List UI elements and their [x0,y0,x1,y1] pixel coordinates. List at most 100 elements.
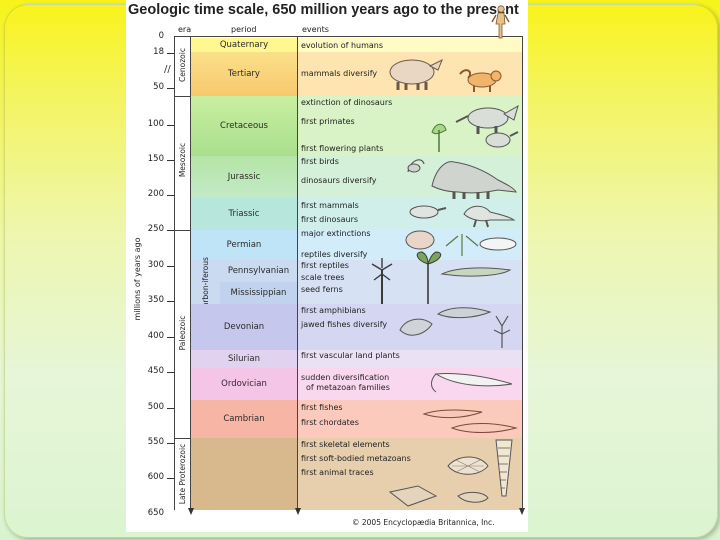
arrow-down-icon [295,508,301,515]
event-item: mammals diversify [301,69,378,78]
arrow-down-icon [188,508,194,515]
early-reptile-icons [409,205,516,228]
cat-mammal-icon [459,69,502,92]
period-jurassic: Jurassic [191,156,297,198]
tick-100: 100 [147,119,164,129]
tickmark [167,53,174,54]
arrow-down-icon [519,508,525,515]
events-band-carboniferous [298,260,522,304]
event-item: major extinctions [301,229,371,238]
period-permian: Permian [191,230,297,260]
carboniferous-band [191,260,220,304]
event-item: first vascular land plants [301,351,400,360]
tickmark [167,478,174,479]
tick-200: 200 [147,189,164,199]
proterozoic-fossil-icons [388,439,513,507]
tickmark [167,443,174,444]
events-band-quaternary [298,38,522,52]
devonian-fish-icons [399,307,511,348]
era-boundary-paleozoic [174,438,191,439]
period-devonian: Devonian [191,304,297,350]
tickmark [167,195,174,196]
tick-600: 600 [147,472,164,482]
tickmark [167,301,174,302]
dinosaur-icons [431,104,519,152]
tick-350: 350 [147,295,164,305]
event-item: extinction of dinosaurs [301,98,393,107]
era-mesozoic: Mesozoic [178,142,187,178]
event-item: first mammals [301,201,359,210]
tick-500: 500 [147,402,164,412]
tick-150: 150 [147,154,164,164]
event-item: first birds [301,157,339,166]
tickmark [167,266,174,267]
tick-50: 50 [153,82,164,92]
era-late-proterozoic: Late Proterozoic [178,443,187,505]
tickmark [167,125,174,126]
era-cenozoic: Cenozoic [178,48,187,82]
tick-250: 250 [147,224,164,234]
event-item: first animal traces [301,468,374,477]
sauropod-icon [407,159,517,199]
event-item: seed ferns [301,285,343,294]
tickmark [167,337,174,338]
tickmark [167,230,174,231]
event-item: first dinosaurs [301,215,359,224]
tick-400: 400 [147,331,164,341]
events-band-silurian [298,350,522,368]
period-mississippian: Mississippian [220,282,297,304]
tick-18: 18 [153,47,164,57]
tick-0: 0 [158,31,164,41]
period-cambrian: Cambrian [191,400,297,438]
period-pennsylvanian: Pennsylvanian [220,260,297,282]
header-period: period [231,25,257,34]
axis-break-mark: // [164,64,171,75]
era-paleozoic: Paleozoic [178,315,187,351]
period-ordovician: Ordovician [191,368,297,400]
nautiloid-icon [431,373,513,393]
tick-550: 550 [147,437,164,447]
event-item: first amphibians [301,306,366,315]
event-item: reptiles diversify [301,250,368,259]
tick-450: 450 [147,366,164,376]
axis-line [174,36,175,510]
period-cretaceous: Cretaceous [191,96,297,156]
event-item: evolution of humans [301,41,384,50]
header-era: era [178,25,192,34]
period-column-divider [297,36,298,510]
tick-300: 300 [147,260,164,270]
permian-reptile-icons [405,230,517,256]
geologic-time-scale-figure: Geologic time scale, 650 million years a… [126,0,528,532]
event-item: dinosaurs diversify [301,176,377,185]
era-boundary-cenozoic [174,96,191,97]
copyright: © 2005 Encyclopædia Britannica, Inc. [352,518,495,527]
period-silurian: Silurian [191,350,297,368]
event-item: first flowering plants [301,144,384,153]
tickmark [167,160,174,161]
period-triassic: Triassic [191,198,297,230]
event-item: sudden diversification [301,373,390,382]
event-item: first reptiles [301,261,349,270]
tickmark [167,408,174,409]
era-boundary-mesozoic [174,230,191,231]
header-events: events [302,25,329,34]
event-item: jawed fishes diversify [301,320,388,329]
proterozoic-band [191,438,297,510]
carboniferous-label: Carbon-iferous [201,257,211,313]
tickmark [167,372,174,373]
era-column-divider [190,36,191,510]
header-rule [174,36,522,37]
axis-title: millions of years ago [133,237,142,321]
tickmark [167,88,174,89]
event-item: first fishes [301,403,343,412]
figure-title: Geologic time scale, 650 million years a… [128,2,519,18]
rhino-mammal-icon [389,58,443,90]
event-item: first chordates [301,418,359,427]
tick-650: 650 [147,508,164,518]
event-item: first soft-bodied metazoans [301,454,411,463]
period-tertiary: Tertiary [191,52,297,96]
event-item: scale trees [301,273,345,282]
events-column-right-line [522,36,523,510]
event-item: of metazoan families [306,383,390,392]
period-quaternary: Quaternary [191,38,297,52]
